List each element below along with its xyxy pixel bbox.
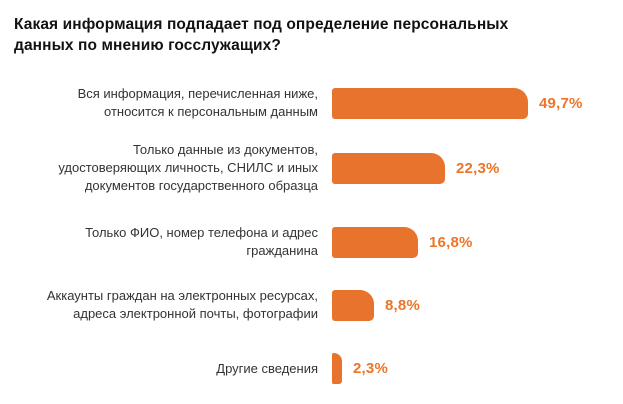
category-label: Только данные из документов, удостоверяю… [58, 142, 318, 193]
bar-rows: Вся информация, перечисленная ниже, отно… [14, 85, 623, 384]
value-label: 2,3% [353, 360, 388, 377]
bar-row: Вся информация, перечисленная ниже, отно… [14, 85, 623, 121]
bar-cell: 16,8% [332, 226, 473, 258]
category-label: Вся информация, перечисленная ниже, отно… [77, 86, 318, 119]
value-label: 8,8% [385, 296, 420, 314]
value-label: 49,7% [539, 94, 583, 112]
bar [332, 152, 445, 184]
bar [332, 289, 374, 321]
category-label: Только ФИО, номер телефона и адрес гражд… [85, 225, 318, 258]
bar [332, 353, 342, 384]
bar-cell: 22,3% [332, 152, 500, 184]
bar-row: Только ФИО, номер телефона и адрес гражд… [14, 224, 623, 260]
value-label: 22,3% [456, 159, 500, 177]
bar-cell: 8,8% [332, 289, 420, 321]
category-label: Другие сведения [216, 360, 318, 376]
bar [332, 226, 418, 258]
bar-row: Аккаунты граждан на электронных ресурсах… [14, 287, 623, 323]
bar-cell: 2,3% [332, 353, 388, 384]
bar-row: Другие сведения 2,3% [14, 353, 623, 384]
chart-title: Какая информация подпадает под определен… [14, 16, 509, 54]
bar [332, 87, 528, 119]
bar-cell: 49,7% [332, 87, 583, 119]
category-label: Аккаунты граждан на электронных ресурсах… [46, 288, 318, 321]
value-label: 16,8% [429, 233, 473, 251]
bar-row: Только данные из документов, удостоверяю… [14, 141, 623, 195]
